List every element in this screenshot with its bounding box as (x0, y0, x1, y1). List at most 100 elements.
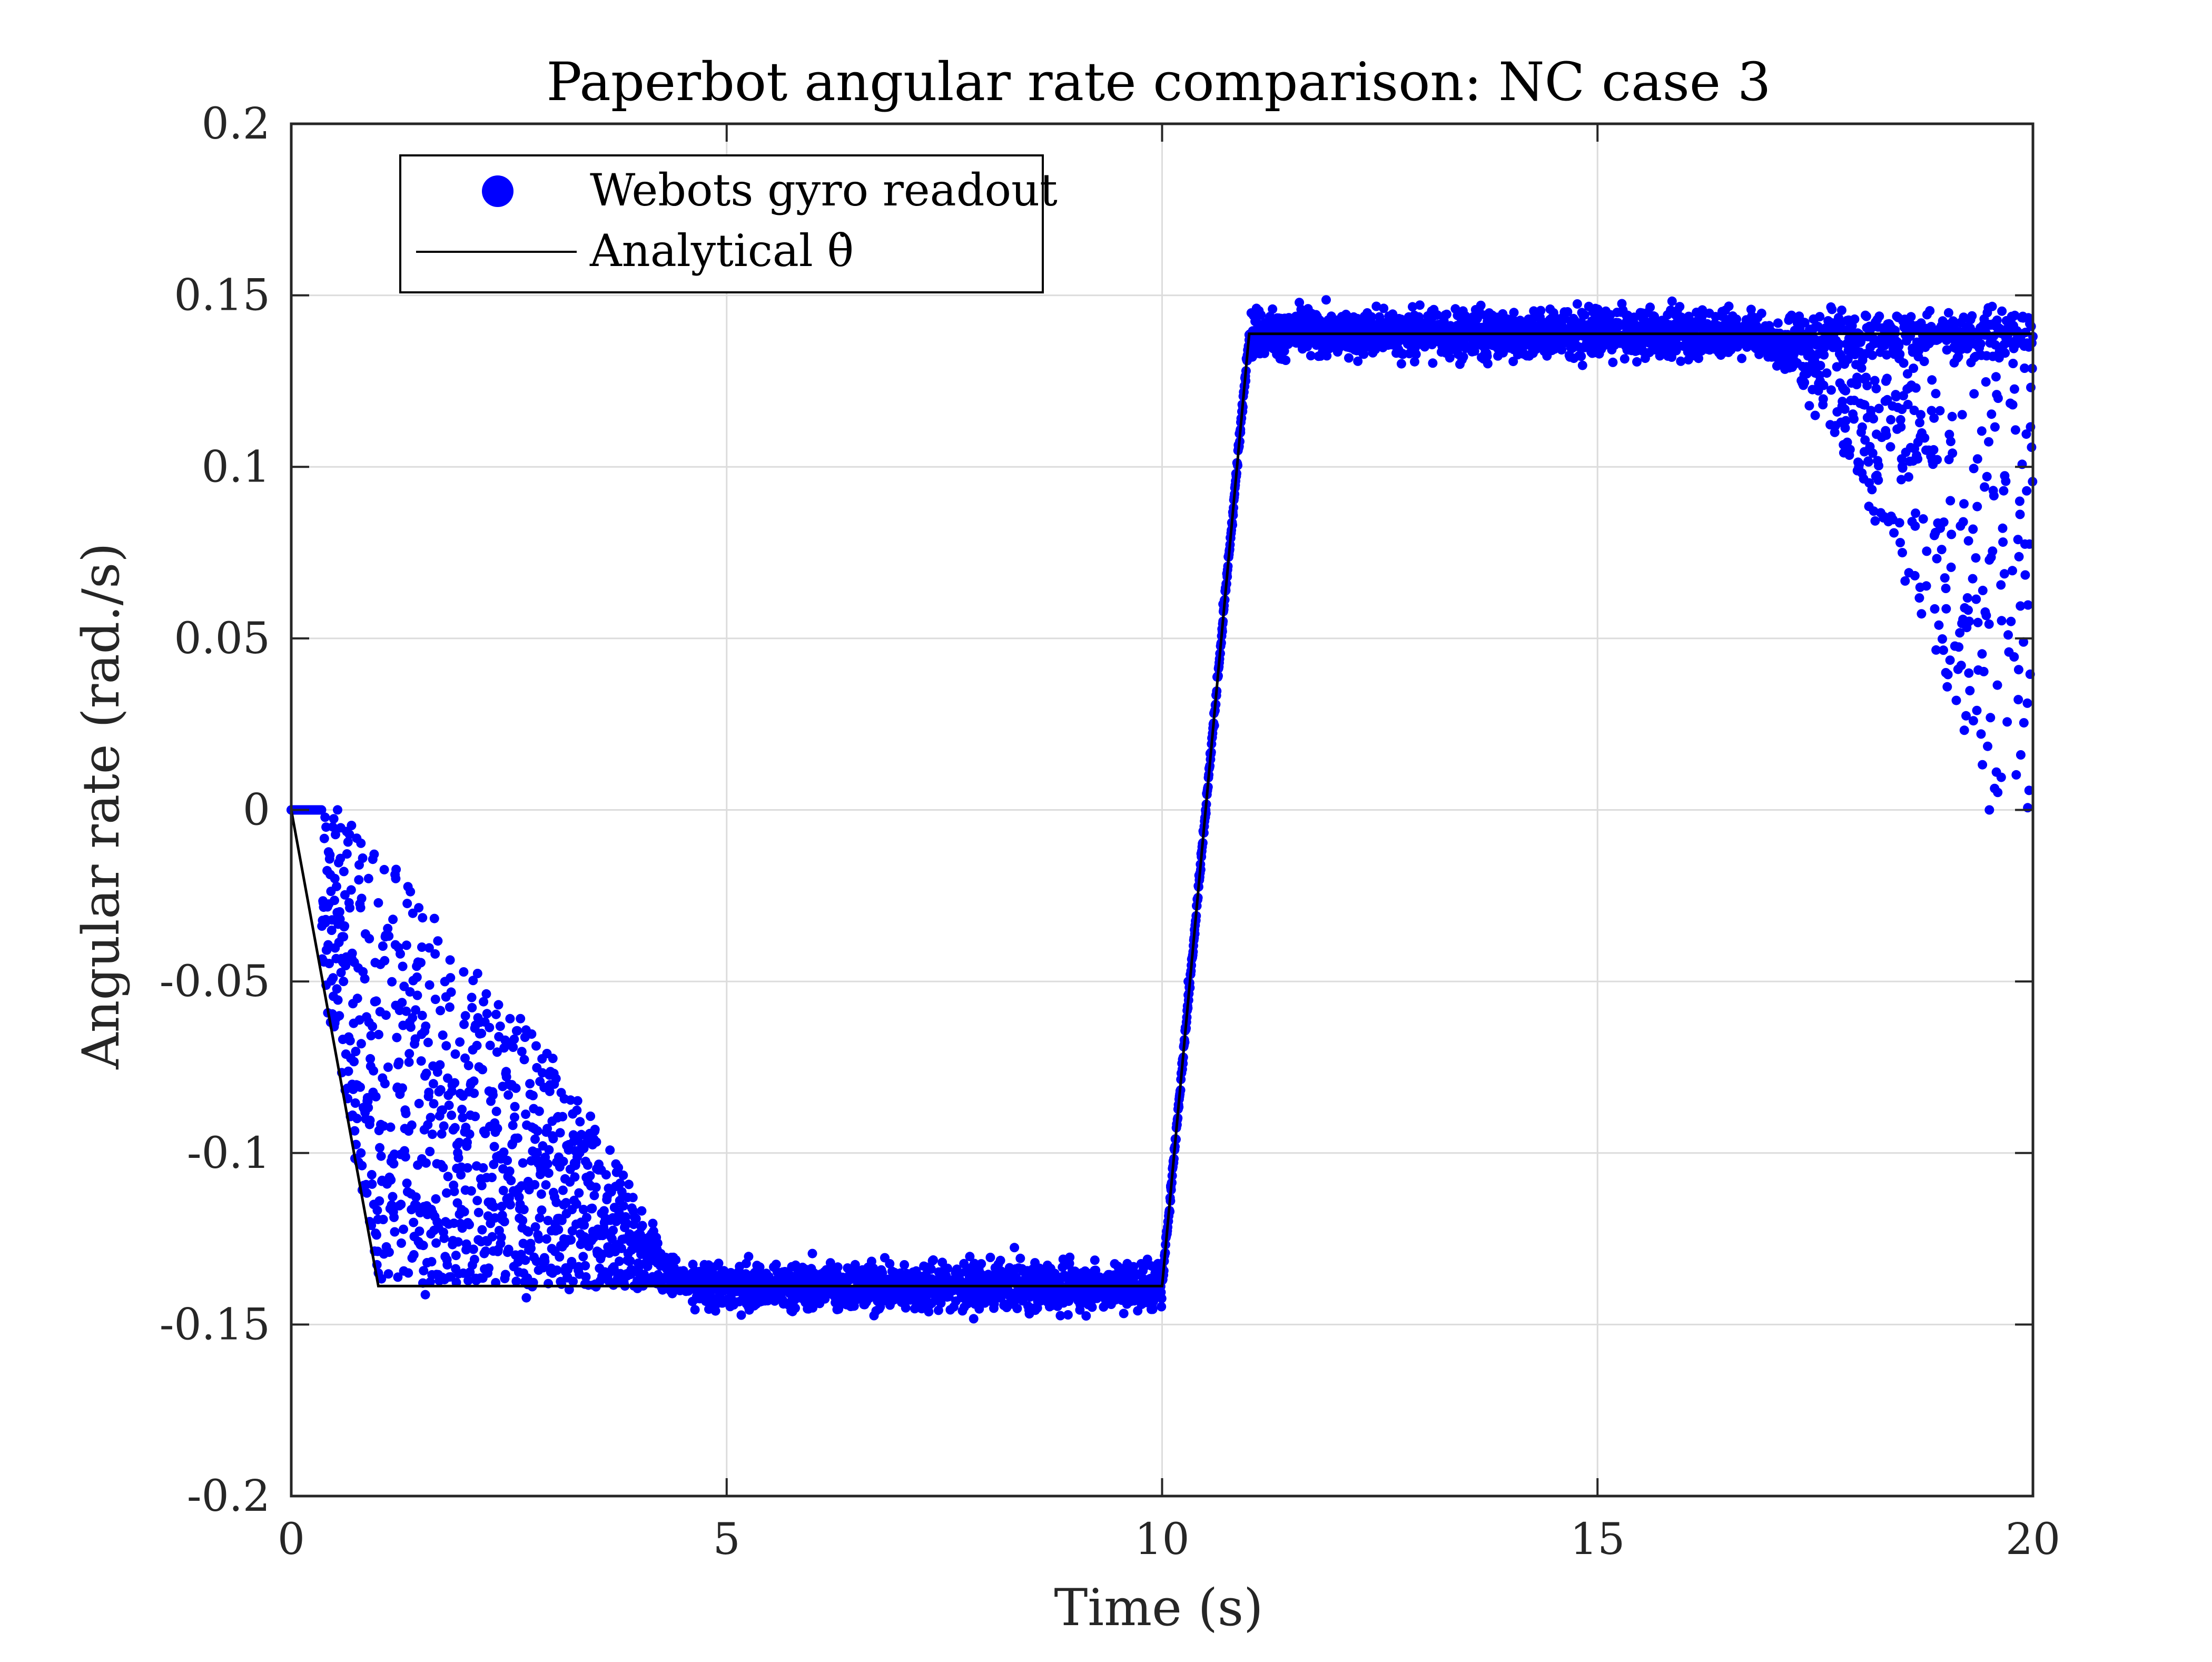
gyro-point (1580, 310, 1589, 320)
gyro-point (1925, 306, 1934, 316)
gyro-point (554, 1225, 563, 1234)
gyro-point (399, 1225, 408, 1234)
gyro-point (1954, 642, 1963, 652)
gyro-point (1081, 1311, 1091, 1321)
gyro-point (1620, 354, 1630, 363)
gyro-point (467, 1186, 476, 1196)
gyro-point (1993, 681, 2002, 690)
gyro-point (356, 839, 366, 848)
gyro-point (1886, 415, 1895, 425)
gyro-point (445, 1100, 454, 1110)
gyro-point (363, 1103, 373, 1113)
gyro-point (1958, 410, 1967, 419)
gyro-point (1911, 508, 1920, 518)
gyro-point (1922, 546, 1931, 556)
gyro-point (1841, 386, 1850, 396)
gyro-point (447, 987, 456, 997)
gyro-point (1445, 353, 1455, 362)
gyro-point (369, 1066, 378, 1076)
gyro-point (477, 1181, 487, 1191)
gyro-point (624, 1179, 634, 1189)
gyro-point (416, 958, 426, 967)
gyro-point (591, 1137, 601, 1147)
gyro-point (496, 1021, 505, 1031)
gyro-point (344, 1067, 353, 1076)
gyro-point (1963, 605, 1973, 615)
gyro-point (1969, 716, 1978, 725)
gyro-point (409, 1218, 418, 1227)
gyro-point (537, 1189, 546, 1199)
gyro-point (469, 1076, 479, 1086)
gyro-point (442, 1260, 452, 1270)
gyro-point (421, 1290, 430, 1300)
gyro-point (1947, 563, 1956, 572)
gyro-point (380, 1079, 390, 1088)
gyro-point (397, 1238, 406, 1248)
gyro-point (525, 1079, 535, 1088)
gyro-point (436, 1085, 446, 1095)
gyro-point (1632, 357, 1642, 367)
gyro-point (1896, 422, 1905, 432)
gyro-point (430, 914, 439, 923)
gyro-point (1929, 414, 1939, 423)
gyro-point (348, 949, 357, 958)
gyro-point (1963, 593, 1972, 603)
gyro-point (463, 1163, 472, 1173)
gyro-point (1841, 416, 1851, 426)
gyro-point (353, 994, 362, 1003)
gyro-point (1977, 426, 1987, 436)
gyro-point (1976, 339, 1986, 349)
gyro-point (1866, 406, 1875, 415)
gyro-point (424, 1088, 433, 1097)
gyro-point (1944, 308, 1953, 318)
gyro-point (482, 1009, 492, 1018)
gyro-point (411, 1192, 421, 1202)
gyro-point (533, 1126, 542, 1136)
gyro-point (619, 1201, 628, 1211)
gyro-point (544, 1168, 554, 1178)
gyro-point (1934, 621, 1943, 630)
gyro-point (506, 1176, 516, 1185)
gyro-point (1984, 619, 1994, 629)
gyro-point (1939, 645, 1948, 655)
gyro-point (1964, 668, 1973, 678)
gyro-point (1984, 437, 1993, 447)
gyro-point (1065, 1253, 1074, 1262)
gyro-point (1993, 788, 2002, 797)
gyro-point (1910, 522, 1920, 531)
gyro-point (389, 1213, 399, 1222)
gyro-point (1959, 517, 1968, 527)
gyro-point (459, 967, 468, 977)
gyro-point (352, 1114, 362, 1123)
gyro-point (1997, 616, 2007, 625)
gyro-point (1015, 1254, 1025, 1263)
gyro-point (1861, 373, 1871, 382)
gyro-point (1913, 454, 1922, 464)
gyro-point (340, 921, 349, 931)
gyro-point (1411, 350, 1421, 359)
gyro-point (1870, 376, 1880, 386)
gyro-point (2014, 552, 2024, 562)
gyro-point (1900, 576, 1910, 586)
gyro-point (1920, 357, 1929, 366)
gyro-point (1916, 410, 1925, 419)
gyro-point (419, 1241, 428, 1250)
gyro-point (402, 1178, 412, 1188)
gyro-point (1870, 516, 1880, 526)
gyro-point (1857, 363, 1867, 373)
gyro-point (477, 1225, 487, 1235)
gyro-point (1858, 422, 1867, 432)
gyro-point (520, 1055, 529, 1064)
gyro-point (356, 903, 366, 912)
gyro-point (1895, 518, 1904, 527)
gyro-point (396, 949, 405, 959)
gyro-point (530, 1180, 539, 1189)
gyro-point (1837, 306, 1846, 315)
gyro-point (371, 1092, 381, 1102)
gyro-point (450, 1187, 459, 1196)
gyro-point (586, 1112, 595, 1121)
gyro-point (542, 1234, 551, 1244)
gyro-point (1971, 595, 1981, 604)
gyro-point (1919, 514, 1928, 524)
gyro-point (406, 887, 415, 897)
